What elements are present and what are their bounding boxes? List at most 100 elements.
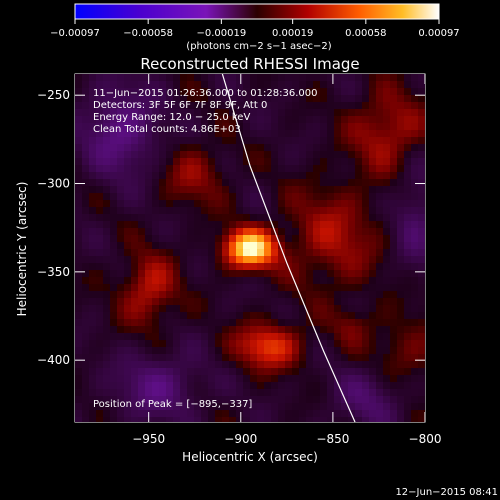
heatmap-cell <box>348 347 356 355</box>
heatmap-cell <box>418 158 425 166</box>
heatmap-cell <box>271 305 279 313</box>
heatmap-cell <box>124 368 132 376</box>
heatmap-cell <box>292 158 300 166</box>
heatmap-cell <box>313 417 321 422</box>
heatmap-cell <box>299 333 307 341</box>
heatmap-cell <box>173 109 181 117</box>
heatmap-cell <box>208 256 216 264</box>
heatmap-cell <box>222 403 230 411</box>
heatmap-cell <box>124 340 132 348</box>
heatmap-cell <box>376 144 384 152</box>
heatmap-cell <box>334 95 342 103</box>
heatmap-cell <box>390 291 398 299</box>
heatmap-cell <box>334 340 342 348</box>
heatmap-cell <box>264 95 272 103</box>
heatmap-cell <box>152 200 160 208</box>
heatmap-cell <box>145 312 153 320</box>
heatmap-cell <box>348 326 356 334</box>
heatmap-cell <box>194 214 202 222</box>
heatmap-cell <box>110 214 118 222</box>
heatmap-cell <box>299 186 307 194</box>
heatmap-cell <box>124 214 132 222</box>
heatmap-cell <box>306 382 314 390</box>
heatmap-cell <box>138 396 146 404</box>
heatmap-cell <box>159 214 167 222</box>
heatmap-cell <box>208 368 216 376</box>
heatmap-cell <box>411 256 419 264</box>
heatmap-cell <box>180 144 188 152</box>
heatmap-cell <box>243 123 251 131</box>
heatmap-cell <box>306 277 314 285</box>
heatmap-cell <box>201 81 209 89</box>
heatmap-cell <box>250 221 258 229</box>
heatmap-cell <box>383 158 391 166</box>
heatmap-cell <box>278 249 286 257</box>
heatmap-cell <box>404 137 412 145</box>
heatmap-cell <box>390 102 398 110</box>
heatmap-cell <box>243 333 251 341</box>
heatmap-cell <box>362 242 370 250</box>
heatmap-cell <box>390 333 398 341</box>
heatmap-cell <box>75 137 83 145</box>
heatmap-cell <box>306 263 314 271</box>
heatmap-cell <box>376 186 384 194</box>
heatmap-cell <box>75 298 83 306</box>
heatmap-cell <box>187 200 195 208</box>
heatmap-cell <box>341 228 349 236</box>
heatmap-cell <box>131 221 139 229</box>
heatmap-cell <box>229 291 237 299</box>
heatmap-cell <box>103 347 111 355</box>
heatmap-cell <box>75 291 83 299</box>
heatmap-cell <box>159 151 167 159</box>
heatmap-cell <box>355 291 363 299</box>
heatmap-cell <box>278 137 286 145</box>
heatmap-cell <box>173 389 181 397</box>
heatmap-cell <box>89 298 97 306</box>
heatmap-cell <box>138 417 146 422</box>
heatmap-cell <box>201 375 209 383</box>
heatmap-cell <box>397 305 405 313</box>
heatmap-cell <box>166 403 174 411</box>
heatmap-cell <box>299 123 307 131</box>
heatmap-cell <box>250 417 258 422</box>
heatmap-cell <box>355 116 363 124</box>
heatmap-cell <box>271 242 279 250</box>
heatmap-cell <box>117 410 125 418</box>
heatmap-cell <box>390 277 398 285</box>
heatmap-cell <box>362 410 370 418</box>
heatmap-cell <box>173 347 181 355</box>
heatmap-cell <box>271 179 279 187</box>
heatmap-cell <box>306 326 314 334</box>
heatmap-cell <box>320 81 328 89</box>
heatmap-cell <box>243 228 251 236</box>
heatmap-cell <box>250 228 258 236</box>
heatmap-cell <box>152 242 160 250</box>
heatmap-cell <box>117 305 125 313</box>
heatmap-cell <box>334 81 342 89</box>
heatmap-cell <box>355 256 363 264</box>
heatmap-cell <box>215 186 223 194</box>
heatmap-cell <box>89 417 97 422</box>
heatmap-cell <box>131 116 139 124</box>
heatmap-cell <box>173 179 181 187</box>
heatmap-cell <box>152 263 160 271</box>
heatmap-cell <box>180 382 188 390</box>
heatmap-cell <box>110 270 118 278</box>
heatmap-cell <box>236 319 244 327</box>
heatmap-cell <box>390 165 398 173</box>
heatmap-cell <box>397 214 405 222</box>
heatmap-cell <box>208 333 216 341</box>
heatmap-cell <box>299 277 307 285</box>
heatmap-cell <box>180 193 188 201</box>
heatmap-cell <box>257 403 265 411</box>
heatmap-cell <box>131 284 139 292</box>
heatmap-cell <box>327 319 335 327</box>
heatmap-cell <box>271 144 279 152</box>
heatmap-cell <box>152 172 160 180</box>
heatmap-cell <box>271 102 279 110</box>
heatmap-cell <box>187 417 195 422</box>
heatmap-cell <box>96 256 104 264</box>
heatmap-cell <box>418 340 425 348</box>
heatmap-cell <box>208 270 216 278</box>
heatmap-cell <box>159 123 167 131</box>
